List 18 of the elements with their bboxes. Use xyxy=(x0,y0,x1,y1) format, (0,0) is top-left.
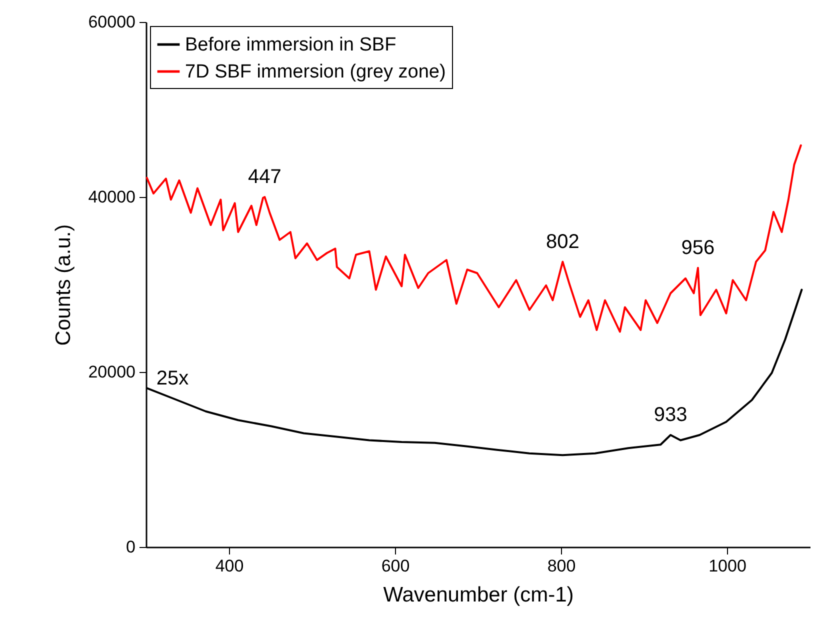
x-tick-label: 400 xyxy=(215,556,244,576)
y-axis-title: Counts (a.u.) xyxy=(52,224,76,346)
annotation: 956 xyxy=(681,236,715,259)
annotation: 25x xyxy=(156,367,189,390)
x-tick-label: 600 xyxy=(381,556,410,576)
x-axis-title: Wavenumber (cm-1) xyxy=(383,584,574,606)
y-tick-label: 20000 xyxy=(88,362,136,382)
annotation: 802 xyxy=(546,230,580,253)
y-tick-label: 40000 xyxy=(88,188,136,206)
line-series xyxy=(146,144,802,333)
x-tick-label: 800 xyxy=(547,556,576,576)
x-tick-label: 1000 xyxy=(708,556,746,576)
legend-label: 7D SBF immersion (grey zone) xyxy=(185,62,446,82)
annotation: 933 xyxy=(654,404,688,426)
y-tick-label: 60000 xyxy=(88,12,136,32)
legend-label: Before immersion in SBF xyxy=(185,34,396,56)
annotation: 447 xyxy=(248,166,282,188)
y-tick-label: 0 xyxy=(126,538,136,556)
